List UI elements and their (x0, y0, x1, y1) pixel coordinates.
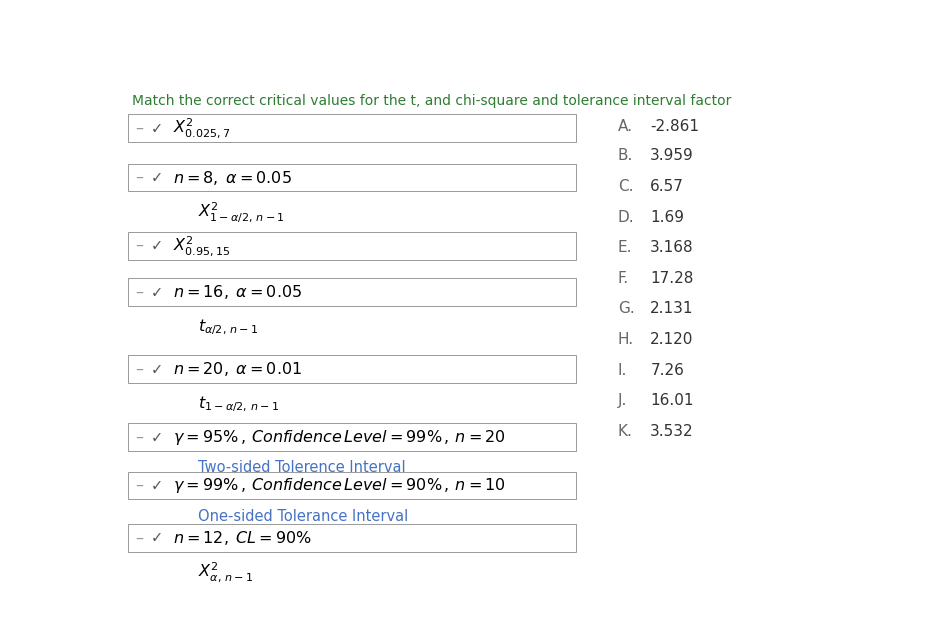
Text: J.: J. (618, 393, 627, 408)
Text: 6.57: 6.57 (650, 179, 684, 194)
Text: $n = 20,\; \alpha = 0.01$: $n = 20,\; \alpha = 0.01$ (172, 360, 302, 378)
FancyBboxPatch shape (128, 115, 576, 142)
Text: –: – (135, 530, 143, 545)
Text: ✓: ✓ (151, 121, 163, 136)
Text: C.: C. (618, 179, 633, 194)
Text: $X^2_{\alpha,\,n-1}$: $X^2_{\alpha,\,n-1}$ (198, 561, 253, 585)
Text: ✓: ✓ (151, 530, 163, 545)
Text: $n = 16,\; \alpha = 0.05$: $n = 16,\; \alpha = 0.05$ (172, 283, 302, 301)
Text: ✓: ✓ (151, 478, 163, 493)
Text: $n = 8,\; \alpha = 0.05$: $n = 8,\; \alpha = 0.05$ (172, 169, 291, 187)
Text: $\gamma = 95\%\,,\,Confidence\,Level = 99\%\,,\,n = 20$: $\gamma = 95\%\,,\,Confidence\,Level = 9… (172, 428, 506, 447)
Text: E.: E. (618, 240, 632, 255)
FancyBboxPatch shape (128, 278, 576, 306)
Text: D.: D. (618, 210, 634, 224)
Text: ✓: ✓ (151, 238, 163, 253)
Text: 3.532: 3.532 (650, 424, 694, 439)
Text: Match the correct critical values for the t, and chi-square and tolerance interv: Match the correct critical values for th… (132, 94, 732, 108)
Text: 3.959: 3.959 (650, 148, 694, 163)
Text: $X^2_{0.025,7}$: $X^2_{0.025,7}$ (172, 117, 230, 140)
Text: $\gamma = 99\%\,,\,Confidence\,Level = 90\%\,,\,n = 10$: $\gamma = 99\%\,,\,Confidence\,Level = 9… (172, 476, 506, 495)
Text: –: – (135, 285, 143, 299)
Text: ✓: ✓ (151, 362, 163, 377)
Text: $X^2_{1-\alpha/2,\,n-1}$: $X^2_{1-\alpha/2,\,n-1}$ (198, 200, 285, 224)
Text: B.: B. (618, 148, 633, 163)
Text: K.: K. (618, 424, 633, 439)
Text: Two-sided Tolerence Interval: Two-sided Tolerence Interval (198, 460, 406, 476)
FancyBboxPatch shape (128, 472, 576, 499)
Text: $t_{\alpha/2,\,n-1}$: $t_{\alpha/2,\,n-1}$ (198, 318, 259, 337)
Text: ✓: ✓ (151, 170, 163, 185)
Text: 2.131: 2.131 (650, 301, 694, 317)
Text: –: – (135, 429, 143, 445)
Text: 1.69: 1.69 (650, 210, 684, 224)
Text: –: – (135, 238, 143, 253)
Text: 17.28: 17.28 (650, 271, 694, 286)
Text: $t_{1-\alpha/2,\,n-1}$: $t_{1-\alpha/2,\,n-1}$ (198, 395, 279, 414)
Text: 2.120: 2.120 (650, 332, 694, 347)
Text: One-sided Tolerance Interval: One-sided Tolerance Interval (198, 509, 408, 524)
Text: $n = 12,\; CL = 90\%$: $n = 12,\; CL = 90\%$ (172, 529, 312, 547)
Text: I.: I. (618, 363, 627, 378)
Text: H.: H. (618, 332, 634, 347)
Text: $X^2_{0.95,15}$: $X^2_{0.95,15}$ (172, 234, 230, 258)
FancyBboxPatch shape (128, 424, 576, 451)
Text: ✓: ✓ (151, 285, 163, 299)
FancyBboxPatch shape (128, 164, 576, 192)
Text: 7.26: 7.26 (650, 363, 684, 378)
Text: ✓: ✓ (151, 429, 163, 445)
Text: -2.861: -2.861 (650, 119, 699, 134)
FancyBboxPatch shape (128, 355, 576, 383)
FancyBboxPatch shape (128, 524, 576, 552)
FancyBboxPatch shape (128, 232, 576, 260)
Text: 16.01: 16.01 (650, 393, 694, 408)
Text: F.: F. (618, 271, 629, 286)
Text: 3.168: 3.168 (650, 240, 694, 255)
Text: –: – (135, 121, 143, 136)
Text: G.: G. (618, 301, 635, 317)
Text: –: – (135, 478, 143, 493)
Text: –: – (135, 362, 143, 377)
Text: –: – (135, 170, 143, 185)
Text: A.: A. (618, 119, 633, 134)
